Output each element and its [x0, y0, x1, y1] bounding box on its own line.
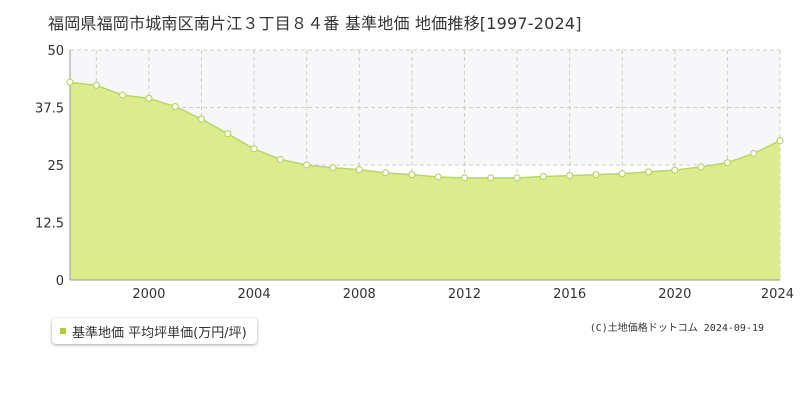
- legend-swatch-icon: [60, 328, 66, 334]
- y-tick-label: 25: [47, 159, 64, 174]
- tick-labels: 0 12.5 25 37.5 50 2000 2004 2008 2012 2016 2020 202…: [35, 44, 794, 302]
- data-point[interactable]: [539, 172, 547, 181]
- y-tick-label: 12.5: [35, 217, 64, 232]
- legend-label: 基準地価 平均坪単価(万円/坪): [72, 325, 247, 341]
- data-point[interactable]: [618, 170, 626, 178]
- data-point[interactable]: [644, 168, 653, 176]
- data-point[interactable]: [487, 174, 495, 182]
- chart-title: 福岡県福岡市城南区南片江３丁目８４番 基準地価 地価推移[1997-2024]: [48, 14, 582, 33]
- price-line: [69, 81, 781, 179]
- price-area: [70, 82, 780, 280]
- data-point[interactable]: [197, 115, 206, 123]
- x-tick-label: 2012: [448, 287, 481, 302]
- x-tick-label: 2024: [761, 287, 794, 302]
- data-point[interactable]: [303, 161, 311, 169]
- data-point[interactable]: [566, 171, 574, 180]
- data-point[interactable]: [592, 171, 600, 179]
- data-point[interactable]: [145, 94, 153, 102]
- data-point[interactable]: [723, 159, 732, 167]
- data-point[interactable]: [776, 137, 784, 145]
- data-point[interactable]: [697, 163, 705, 171]
- data-point[interactable]: [329, 164, 337, 172]
- data-point[interactable]: [276, 155, 284, 164]
- x-tick-label: 2000: [132, 287, 165, 302]
- data-point[interactable]: [250, 145, 258, 153]
- copyright-text: (C)土地価格ドットコム 2024-09-19: [589, 323, 764, 334]
- data-point[interactable]: [118, 91, 127, 99]
- data-point[interactable]: [434, 173, 442, 181]
- y-tick-label: 0: [56, 274, 64, 289]
- data-point[interactable]: [355, 166, 363, 174]
- data-point[interactable]: [92, 81, 100, 90]
- x-tick-label: 2016: [553, 287, 586, 302]
- legend[interactable]: 基準地価 平均坪単価(万円/坪): [52, 318, 257, 344]
- axes: [69, 50, 780, 281]
- data-point[interactable]: [460, 174, 469, 182]
- data-point[interactable]: [381, 169, 390, 177]
- x-tick-label: 2020: [658, 287, 691, 302]
- data-point[interactable]: [671, 166, 679, 174]
- data-point[interactable]: [513, 174, 521, 182]
- x-tick-label: 2004: [238, 287, 271, 302]
- data-point[interactable]: [408, 171, 416, 179]
- y-tick-label: 50: [47, 44, 64, 59]
- data-point[interactable]: [171, 102, 179, 111]
- y-tick-label: 37.5: [35, 102, 64, 117]
- data-point[interactable]: [66, 78, 74, 86]
- data-point[interactable]: [224, 130, 232, 138]
- x-tick-label: 2008: [343, 287, 376, 302]
- data-points: [66, 78, 784, 182]
- data-point[interactable]: [750, 149, 758, 158]
